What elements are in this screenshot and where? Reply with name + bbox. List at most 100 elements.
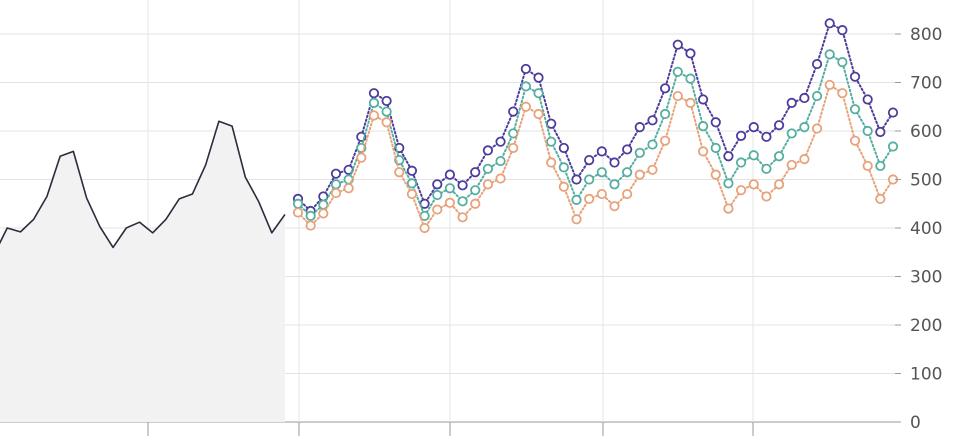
data-point (685, 97, 696, 108)
data-point (394, 167, 405, 178)
data-point (546, 157, 557, 168)
data-point (609, 201, 620, 212)
data-point (343, 183, 354, 194)
data-point (685, 73, 696, 84)
y-tick-label: 700 (910, 74, 942, 94)
data-point (558, 181, 569, 192)
data-point (698, 94, 709, 105)
data-point (432, 189, 443, 201)
data-point (698, 121, 709, 132)
data-point (824, 18, 835, 29)
data-point (849, 135, 861, 146)
data-point (533, 108, 544, 120)
data-point (875, 160, 886, 172)
data-point (634, 122, 645, 133)
data-point (444, 169, 456, 180)
data-point (660, 83, 671, 94)
data-point (470, 167, 481, 178)
y-tick-label: 300 (910, 268, 942, 288)
data-point (482, 179, 493, 190)
data-point (735, 185, 747, 196)
data-point (634, 169, 645, 180)
data-point (735, 130, 747, 141)
data-point (470, 185, 481, 196)
data-point (698, 146, 709, 157)
data-point (849, 104, 861, 115)
data-point (887, 141, 899, 152)
data-point (558, 162, 569, 173)
data-point (368, 88, 380, 99)
data-point (786, 159, 797, 171)
data-point (584, 174, 595, 185)
data-point (887, 107, 899, 118)
data-point (381, 95, 392, 107)
data-point (571, 194, 582, 205)
data-point (862, 94, 873, 105)
data-point (773, 120, 785, 131)
data-point (786, 97, 797, 108)
data-point (761, 163, 772, 174)
data-point (622, 144, 633, 155)
data-point (837, 25, 848, 36)
data-point (748, 179, 759, 190)
data-point (533, 88, 544, 99)
data-point (406, 165, 418, 176)
data-point (508, 106, 519, 117)
data-point (710, 169, 721, 180)
data-point (761, 131, 772, 142)
data-point (419, 198, 430, 209)
y-tick-label: 100 (910, 365, 942, 385)
data-point (799, 154, 810, 165)
data-point (368, 97, 380, 108)
data-point (419, 222, 430, 234)
data-point (647, 115, 658, 126)
y-tick-label: 400 (910, 219, 942, 239)
data-point (508, 128, 519, 139)
data-point (710, 142, 721, 154)
data-point (444, 197, 456, 208)
data-point (773, 151, 785, 162)
data-point (685, 48, 696, 59)
data-point (520, 81, 531, 92)
data-point (292, 207, 304, 218)
y-tick-label: 200 (910, 316, 942, 336)
data-point (672, 66, 683, 77)
data-point (520, 63, 531, 75)
data-point (811, 58, 823, 70)
data-point (457, 196, 468, 207)
data-point (381, 117, 392, 128)
data-point (799, 92, 810, 104)
forecast-series-1 (292, 18, 899, 217)
data-point (748, 150, 759, 161)
data-point (875, 193, 886, 204)
data-point (457, 212, 468, 223)
data-point (875, 126, 886, 138)
series-line (297, 52, 894, 219)
data-point (723, 203, 734, 214)
data-point (305, 210, 316, 221)
data-point (533, 72, 544, 83)
data-point (773, 179, 785, 190)
forecast-series-3 (292, 79, 899, 234)
data-point (584, 155, 595, 166)
data-point (761, 191, 772, 202)
data-point (495, 155, 506, 167)
data-point (432, 179, 443, 190)
data-point (508, 142, 519, 154)
data-point (571, 174, 582, 185)
data-point (710, 117, 721, 128)
data-point (406, 178, 418, 189)
data-point (495, 173, 506, 184)
data-point (837, 88, 848, 99)
data-point (609, 157, 620, 168)
history-line (0, 120, 286, 249)
y-tick-label: 0 (910, 413, 921, 433)
data-point (799, 122, 810, 133)
data-point (546, 136, 557, 147)
data-point (470, 198, 481, 209)
data-point (356, 152, 367, 163)
data-point (584, 193, 595, 204)
data-point (305, 220, 316, 231)
data-point (735, 157, 747, 168)
